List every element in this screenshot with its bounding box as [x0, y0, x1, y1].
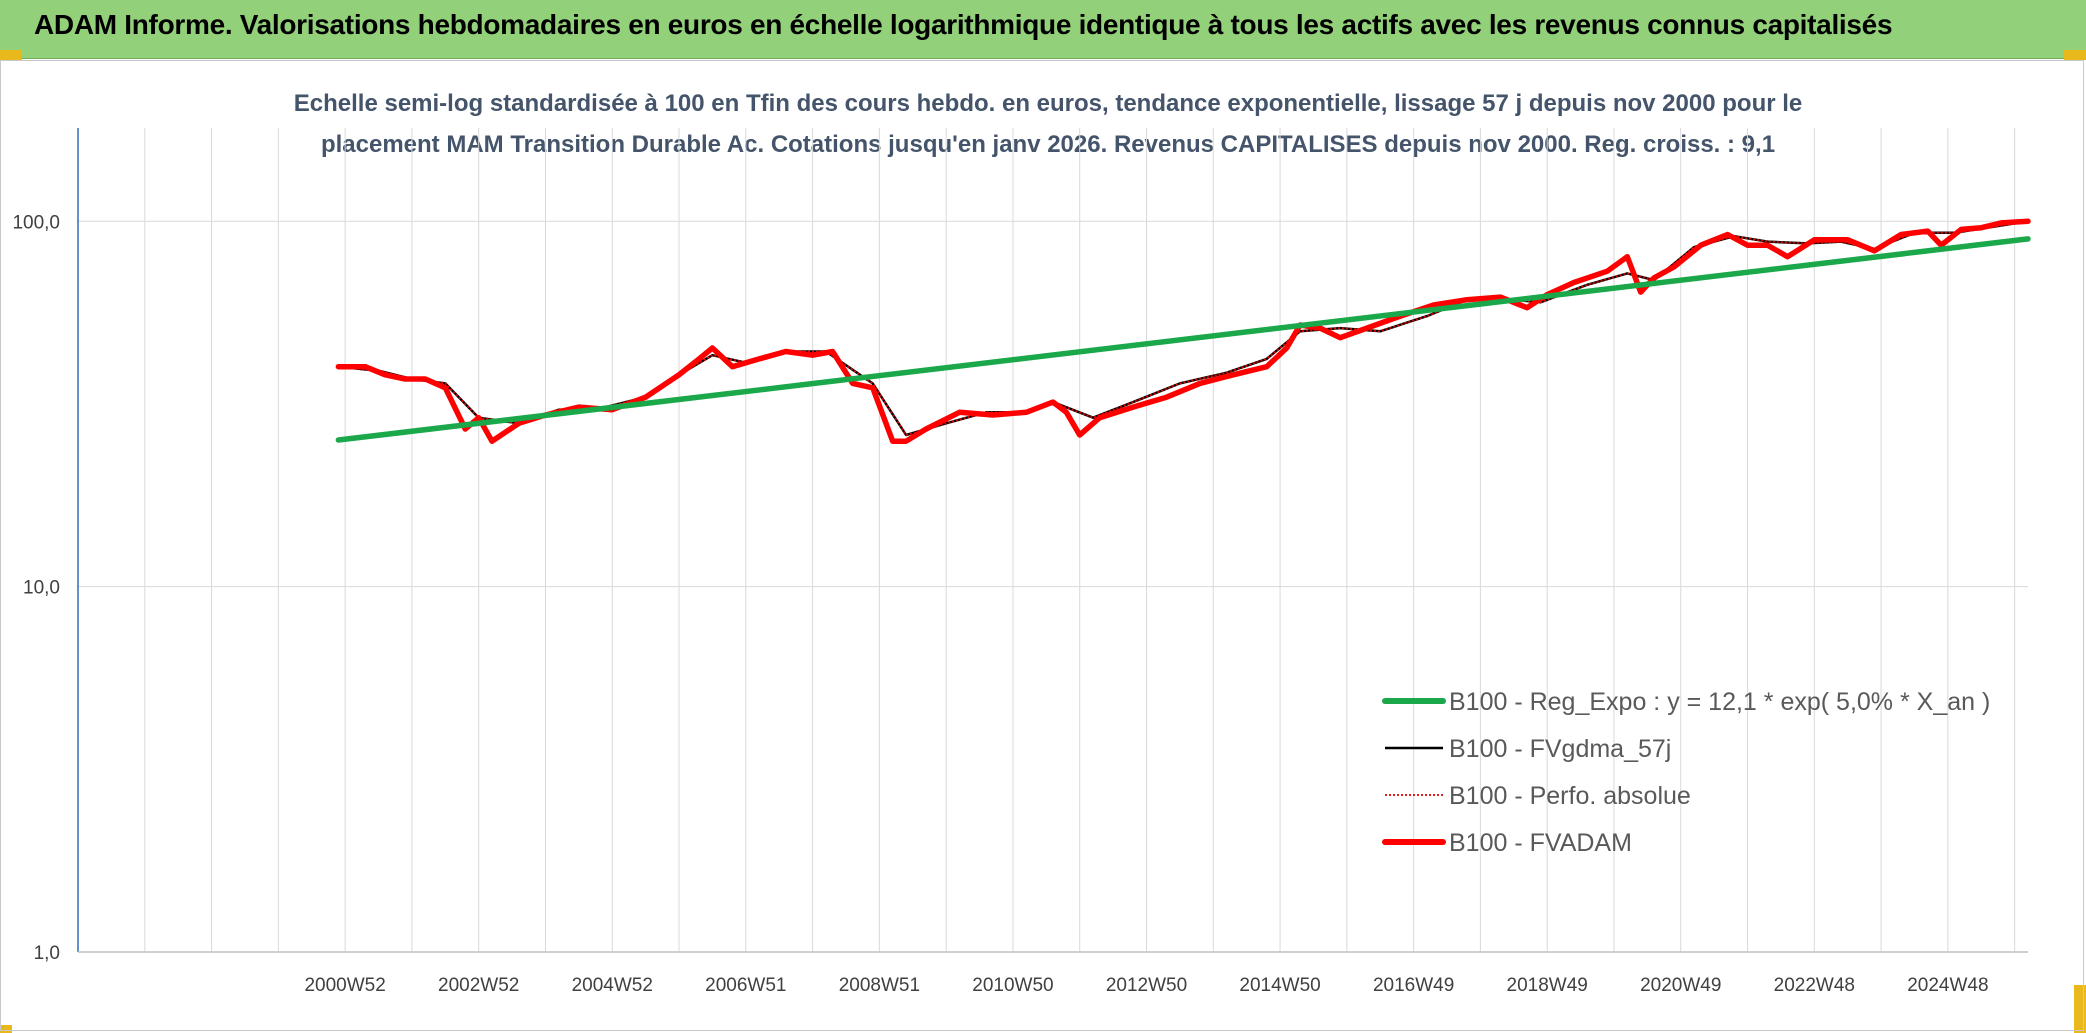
tick-labels: 1,0 10,0 100,0 2000W52 2002W52 2004W52 2006W51…: [12, 212, 1988, 996]
series-line-1: [338, 220, 2029, 437]
y-tick-label: 1,0: [34, 943, 60, 964]
corner-marker-left: [0, 50, 22, 60]
corner-marker-bottom-left: [0, 1025, 12, 1033]
x-tick-label: 2000W52: [304, 975, 385, 996]
series-lines: [335, 218, 2031, 444]
chart-title-line-1: Echelle semi-log standardisée à 100 en T…: [294, 90, 1803, 117]
legend: B100 - Reg_Expo : y = 12,1 * exp( 5,0% *…: [1382, 688, 1990, 857]
header-banner: ADAM Informe. Valorisations hebdomadaire…: [0, 0, 2086, 59]
x-tick-label: 2006W51: [705, 975, 786, 996]
y-tick-label: 100,0: [12, 212, 60, 233]
corner-marker-right: [2064, 50, 2086, 60]
x-tick-label: 2004W52: [572, 975, 653, 996]
axes: [77, 128, 2028, 953]
x-tick-label: 2014W50: [1239, 975, 1320, 996]
x-tick-label: 2012W50: [1106, 975, 1187, 996]
x-tick-label: 2016W49: [1373, 975, 1454, 996]
gridlines: [77, 128, 2028, 952]
y-tick-label: 10,0: [23, 578, 60, 599]
x-tick-label: 2024W48: [1907, 975, 1988, 996]
legend-label-2: B100 - Perfo. absolue: [1449, 782, 1691, 810]
chart-frame: [0, 60, 2084, 1031]
x-tick-label: 2010W50: [972, 975, 1053, 996]
x-tick-label: 2020W49: [1640, 975, 1721, 996]
x-tick-label: 2018W49: [1507, 975, 1588, 996]
legend-label-0: B100 - Reg_Expo : y = 12,1 * exp( 5,0% *…: [1449, 688, 1990, 716]
page-title: ADAM Informe. Valorisations hebdomadaire…: [34, 9, 1893, 40]
x-tick-label: 2022W48: [1774, 975, 1855, 996]
series-line-0: [335, 236, 2031, 443]
legend-label-3: B100 - FVADAM: [1449, 829, 1632, 857]
legend-label-1: B100 - FVgdma_57j: [1449, 735, 1671, 763]
series-line-2: [338, 220, 2029, 437]
x-tick-label: 2002W52: [438, 975, 519, 996]
chart-title-line-2: placement MAM Transition Durable Ac. Cot…: [321, 131, 1775, 158]
x-tick-label: 2008W51: [839, 975, 920, 996]
